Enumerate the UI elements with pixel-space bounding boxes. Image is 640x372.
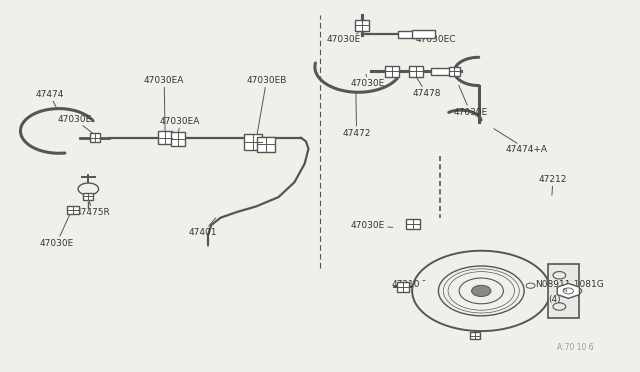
Bar	[385, 66, 399, 77]
Bar	[449, 67, 460, 76]
Text: A:70 10 6: A:70 10 6	[557, 343, 593, 352]
Bar	[409, 66, 423, 77]
Text: N: N	[562, 288, 567, 294]
Text: (4): (4)	[548, 295, 561, 304]
Text: 47030EA: 47030EA	[144, 76, 184, 132]
Text: 47210: 47210	[392, 280, 425, 289]
Bar	[412, 30, 435, 38]
Circle shape	[472, 285, 491, 296]
Text: 47030E: 47030E	[326, 33, 361, 44]
Text: 47030E: 47030E	[351, 74, 385, 88]
Bar	[397, 282, 409, 292]
Bar	[171, 132, 185, 146]
Bar	[158, 131, 172, 144]
Text: 47030E: 47030E	[40, 213, 74, 247]
Text: 47030EA: 47030EA	[160, 116, 200, 134]
Text: 47472: 47472	[342, 91, 371, 138]
Bar	[406, 219, 420, 229]
Text: 47478: 47478	[412, 77, 441, 98]
Bar	[90, 133, 100, 142]
Bar	[431, 68, 452, 75]
Text: 47030EB: 47030EB	[246, 76, 287, 138]
Text: 47401: 47401	[189, 218, 218, 237]
Text: 47474+A: 47474+A	[494, 129, 548, 154]
Bar	[398, 31, 419, 38]
Circle shape	[413, 222, 419, 226]
Bar	[244, 134, 262, 150]
Bar	[548, 264, 579, 318]
Bar	[355, 20, 369, 31]
Text: 47030E: 47030E	[453, 85, 488, 116]
Bar	[257, 137, 275, 152]
Bar	[67, 206, 79, 214]
Text: 47475R: 47475R	[76, 201, 110, 217]
Bar	[470, 332, 480, 339]
Text: 47212: 47212	[539, 174, 567, 195]
Text: 47030E: 47030E	[351, 221, 393, 230]
Text: 47030E: 47030E	[58, 115, 93, 133]
Text: N08911-1081G: N08911-1081G	[535, 280, 604, 289]
Text: 47030EC: 47030EC	[416, 34, 456, 44]
Text: 47474: 47474	[35, 90, 63, 107]
Bar	[83, 193, 93, 200]
